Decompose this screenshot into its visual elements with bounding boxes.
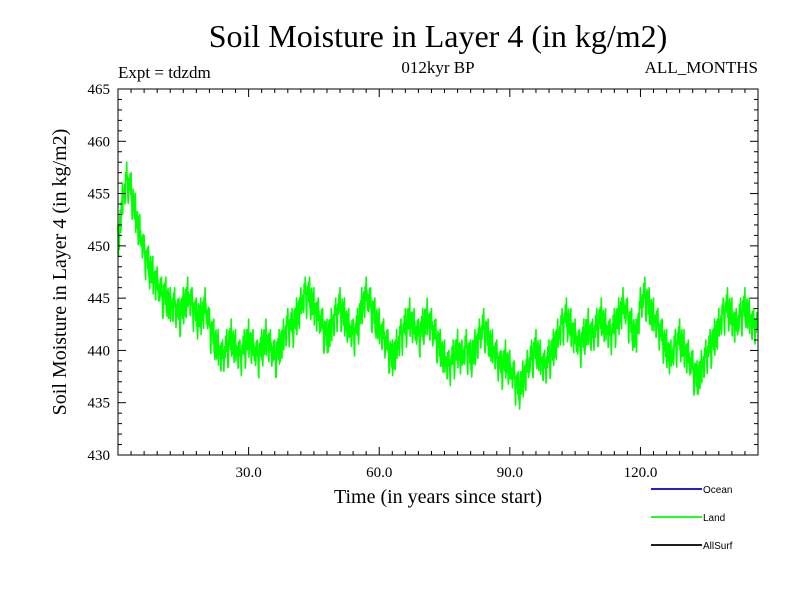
y-tick-label: 465 [88,82,111,98]
y-tick-label: 445 [88,291,111,307]
experiment-label: Expt = tdzdm [118,63,211,82]
legend: Ocean Land AllSurf [651,485,733,552]
legend-label-allsurf: AllSurf [703,541,733,552]
x-tick-label: 60.0 [366,465,392,481]
chart-subtitle: 012kyr BP [401,58,474,77]
y-tick-label: 435 [88,396,111,412]
y-tick-label: 430 [88,448,111,464]
x-tick-label: 90.0 [497,465,523,481]
series-line-land [117,161,759,410]
x-tick-label: 30.0 [235,465,261,481]
x-tick-label: 120.0 [624,465,658,481]
y-tick-label: 455 [88,187,111,203]
legend-label-ocean: Ocean [703,485,732,496]
chart-title: Soil Moisture in Layer 4 (in kg/m2) [209,18,668,54]
legend-label-land: Land [703,513,725,524]
period-label: ALL_MONTHS [645,58,758,77]
y-tick-label: 460 [88,134,111,150]
y-axis-label: Soil Moisture in Layer 4 (in kg/m2) [49,129,71,416]
y-tick-label: 440 [88,343,111,359]
plot-frame [117,88,759,456]
x-axis-label: Time (in years since start) [334,486,542,508]
y-tick-label: 450 [88,239,111,255]
